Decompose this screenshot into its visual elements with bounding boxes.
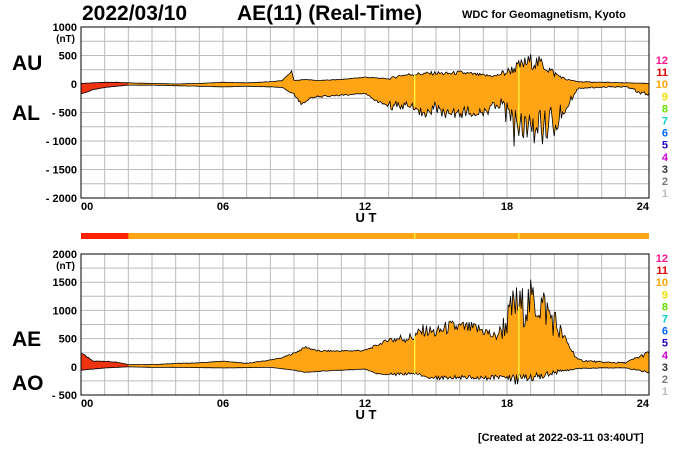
series-line-al — [80, 84, 650, 147]
x-tick-label: 18 — [501, 201, 513, 213]
created-timestamp: [Created at 2022-03-11 03:40UT] — [478, 432, 644, 444]
y-tick-label: - 500 — [52, 390, 77, 402]
station-count-10: 10 — [656, 79, 668, 91]
station-count-3: 3 — [662, 164, 668, 176]
station-count-6: 6 — [662, 326, 668, 338]
station-count-4: 4 — [662, 152, 669, 164]
y-tick-label: - 500 — [52, 108, 77, 120]
station-count-1: 1 — [662, 188, 668, 200]
series-fill — [81, 54, 649, 147]
series-line-ao — [80, 366, 650, 385]
x-axis-label: U T — [356, 210, 377, 225]
station-count-5: 5 — [662, 338, 668, 350]
station-count-9: 9 — [662, 289, 668, 301]
station-count-8: 8 — [662, 301, 668, 313]
x-tick-label: 24 — [637, 398, 650, 410]
y-tick-label: 0 — [71, 362, 77, 374]
plot-frame — [80, 26, 650, 199]
chart-title: AE(11) (Real-Time) — [237, 2, 423, 25]
status-bar — [81, 233, 649, 239]
y-tick-label: 500 — [59, 51, 77, 63]
station-count-8: 8 — [662, 103, 668, 115]
status-bar-red-segment — [81, 233, 129, 239]
y-axis-unit: (nT) — [56, 261, 75, 272]
station-count-11: 11 — [656, 67, 668, 79]
y-tick-label: 1500 — [53, 277, 77, 289]
x-tick-label: 00 — [81, 201, 93, 213]
station-count-6: 6 — [662, 128, 668, 140]
y-tick-label: - 1500 — [46, 165, 77, 177]
station-count-5: 5 — [662, 140, 668, 152]
station-count-12: 12 — [656, 55, 668, 67]
ao-label: AO — [12, 372, 44, 395]
x-tick-label: 12 — [359, 201, 371, 213]
station-count-12: 12 — [656, 253, 668, 265]
station-count-7: 7 — [662, 314, 668, 326]
series-line-ae — [80, 279, 650, 366]
station-count-9: 9 — [662, 91, 668, 103]
series-fill — [81, 279, 649, 385]
station-count-7: 7 — [662, 116, 668, 128]
x-tick-label: 24 — [637, 201, 650, 213]
y-tick-label: 0 — [71, 79, 77, 91]
y-tick-label: 500 — [59, 334, 77, 346]
y-axis-unit: (nT) — [56, 34, 75, 45]
series-fill-early — [81, 82, 129, 94]
y-tick-label: 1000 — [53, 22, 77, 34]
series-line-au — [80, 54, 649, 85]
y-tick-label: - 2000 — [46, 193, 77, 205]
plot-frame — [80, 253, 650, 396]
station-count-11: 11 — [656, 265, 668, 277]
x-tick-label: 18 — [501, 398, 513, 410]
panel-au-al: 1000 500 0 - 500 - 1000 - 1500 - 2000 (nT) 00 06 1… — [46, 22, 669, 225]
al-label: AL — [12, 102, 40, 125]
y-tick-label: 2000 — [53, 249, 77, 261]
y-tick-label: - 1000 — [46, 136, 77, 148]
station-count-10: 10 — [656, 277, 668, 289]
station-count-2: 2 — [662, 176, 668, 188]
station-count-1: 1 — [662, 386, 668, 398]
x-tick-label: 06 — [217, 398, 229, 410]
chart-date: 2022/03/10 — [82, 2, 188, 25]
x-tick-label: 12 — [359, 398, 371, 410]
ae-label: AE — [12, 328, 42, 351]
station-count-4: 4 — [662, 350, 669, 362]
station-count-2: 2 — [662, 374, 668, 386]
x-tick-label: 00 — [81, 398, 93, 410]
station-count-3: 3 — [662, 362, 668, 374]
x-axis-label: U T — [356, 407, 377, 422]
y-tick-label: 1000 — [53, 305, 77, 317]
organization-label: WDC for Geomagnetism, Kyoto — [462, 9, 626, 21]
au-label: AU — [12, 52, 43, 75]
x-tick-label: 06 — [217, 201, 229, 213]
